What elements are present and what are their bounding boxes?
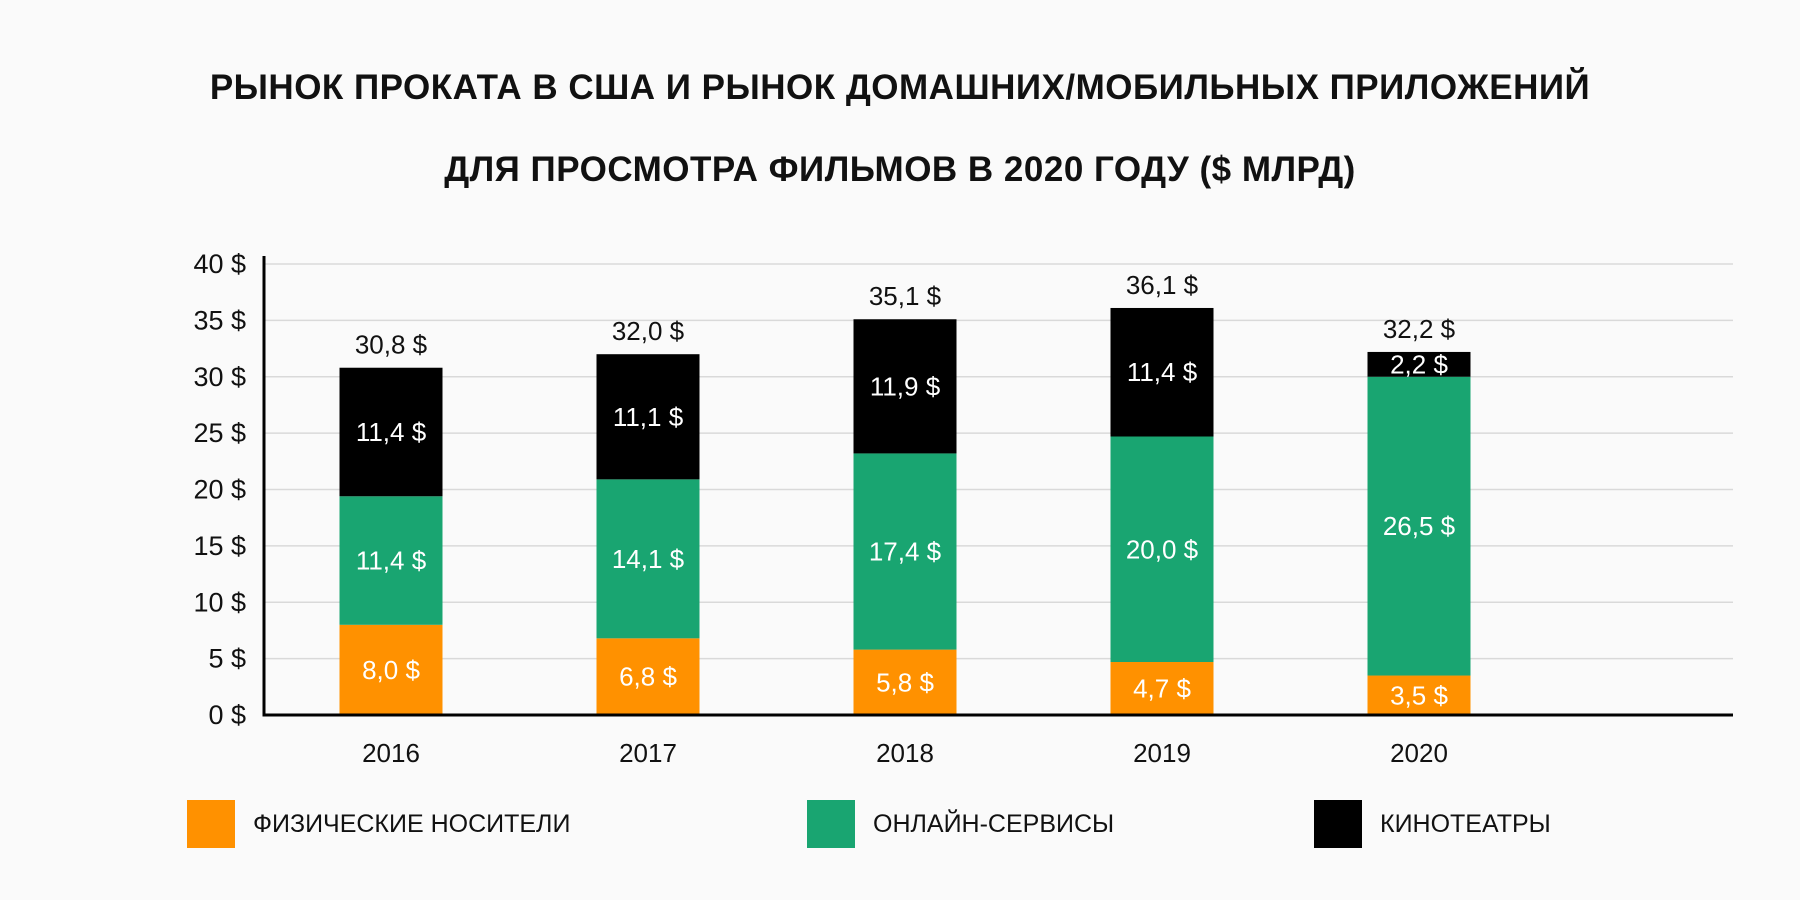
bar-value-label: 5,8 $ bbox=[876, 667, 934, 697]
bar-value-label: 11,1 $ bbox=[613, 402, 684, 432]
bar-value-label: 2,2 $ bbox=[1390, 349, 1448, 379]
legend-swatch-online bbox=[807, 800, 855, 848]
legend-label-physical: ФИЗИЧЕСКИЕ НОСИТЕЛИ bbox=[253, 809, 571, 838]
x-tick-label: 2016 bbox=[362, 738, 420, 768]
bar-segment bbox=[339, 496, 443, 625]
bar-total-label: 30,8 $ bbox=[355, 330, 428, 360]
legend-item-cinemas: КИНОТЕАТРЫ bbox=[1314, 800, 1551, 848]
x-tick-label: 2017 bbox=[619, 738, 677, 768]
bar-value-label: 3,5 $ bbox=[1390, 680, 1448, 710]
bar-value-label: 20,0 $ bbox=[1126, 534, 1199, 564]
bar-value-label: 8,0 $ bbox=[362, 655, 420, 685]
bar-segment bbox=[1367, 675, 1471, 715]
bar-segment bbox=[853, 649, 957, 715]
bar-segment bbox=[339, 367, 443, 497]
chart-title-line-2: ДЛЯ ПРОСМОТРА ФИЛЬМОВ В 2020 ГОДУ ($ МЛР… bbox=[444, 150, 1356, 189]
bar-total-label: 32,2 $ bbox=[1383, 314, 1456, 344]
bar-value-label: 11,4 $ bbox=[356, 417, 427, 447]
bar-segment bbox=[596, 479, 700, 639]
legend-item-physical: ФИЗИЧЕСКИЕ НОСИТЕЛИ bbox=[187, 800, 570, 848]
bar-segment bbox=[596, 638, 700, 715]
y-tick-label: 15 $ bbox=[193, 531, 246, 561]
bar-value-label: 11,9 $ bbox=[870, 371, 941, 401]
x-tick-label: 2018 bbox=[876, 738, 934, 768]
bar-segment bbox=[339, 624, 443, 715]
bar-segment bbox=[1110, 436, 1214, 663]
bar-value-label: 17,4 $ bbox=[869, 537, 942, 567]
y-tick-label: 0 $ bbox=[208, 700, 246, 730]
y-tick-label: 25 $ bbox=[193, 418, 246, 448]
bar-value-label: 6,8 $ bbox=[619, 662, 677, 692]
y-tick-label: 40 $ bbox=[193, 249, 246, 279]
legend-item-online: ОНЛАЙН-СЕРВИСЫ bbox=[807, 800, 1114, 848]
y-tick-label: 5 $ bbox=[208, 644, 246, 674]
legend-swatch-cinemas bbox=[1314, 800, 1362, 848]
y-tick-label: 35 $ bbox=[193, 305, 246, 335]
bar-value-label: 14,1 $ bbox=[612, 544, 685, 574]
y-tick-label: 30 $ bbox=[193, 362, 246, 392]
bar-segment bbox=[1367, 376, 1471, 676]
bar-total-label: 32,0 $ bbox=[612, 316, 685, 346]
bar-segment bbox=[853, 319, 957, 454]
bar-value-label: 4,7 $ bbox=[1133, 674, 1191, 704]
bar-value-label: 11,4 $ bbox=[356, 546, 427, 576]
bar-value-label: 26,5 $ bbox=[1383, 511, 1456, 541]
x-tick-label: 2019 bbox=[1133, 738, 1191, 768]
bar-segment bbox=[1367, 351, 1471, 377]
legend-swatch-physical bbox=[187, 800, 235, 848]
y-tick-label: 10 $ bbox=[193, 587, 246, 617]
bar-value-label: 11,4 $ bbox=[1127, 357, 1198, 387]
y-tick-label: 20 $ bbox=[193, 475, 246, 505]
bar-total-label: 35,1 $ bbox=[869, 281, 942, 311]
bar-segment bbox=[1110, 662, 1214, 715]
bar-total-label: 36,1 $ bbox=[1126, 270, 1199, 300]
chart-title-line-1: РЫНОК ПРОКАТА В США И РЫНОК ДОМАШНИХ/МОБ… bbox=[209, 68, 1591, 107]
x-tick-label: 2020 bbox=[1390, 738, 1448, 768]
bar-segment bbox=[1110, 307, 1214, 437]
bar-segment bbox=[853, 453, 957, 650]
legend-label-online: ОНЛАЙН-СЕРВИСЫ bbox=[873, 809, 1115, 838]
bar-segment bbox=[596, 354, 700, 480]
legend-label-cinemas: КИНОТЕАТРЫ bbox=[1380, 809, 1551, 838]
